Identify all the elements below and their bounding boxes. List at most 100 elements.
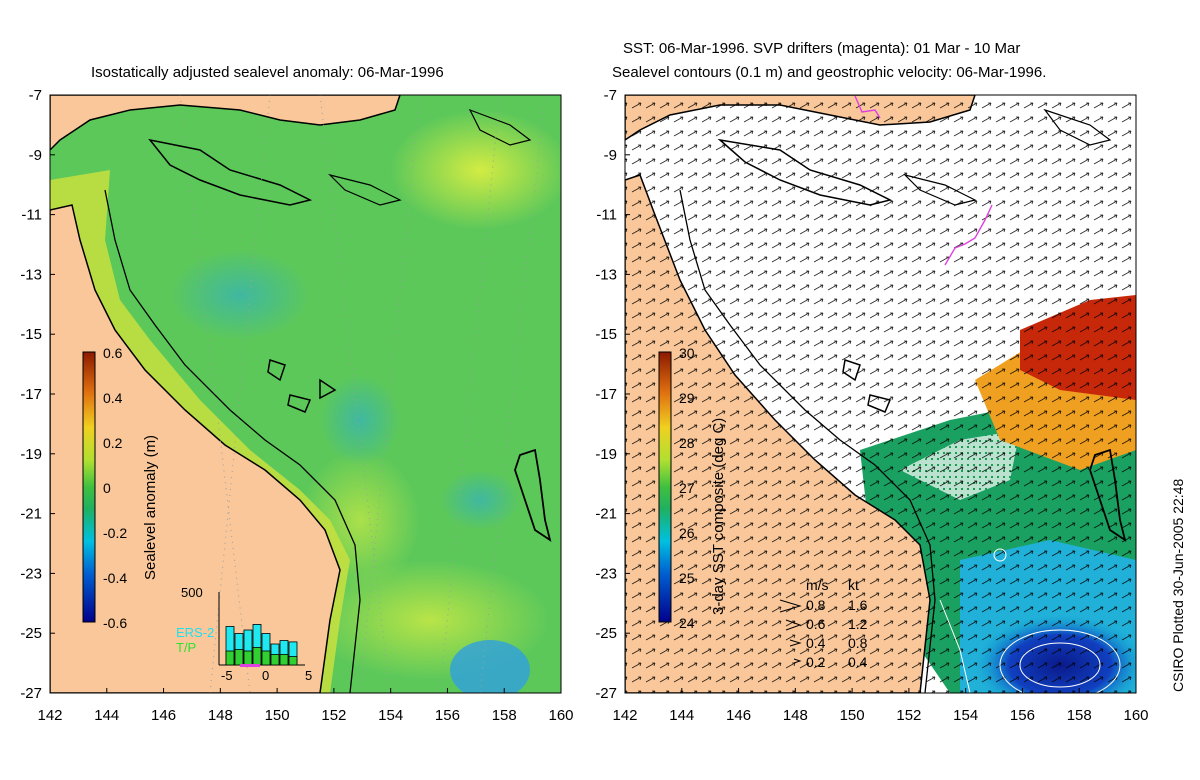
satellite-tracks [179, 95, 546, 693]
velocity-legend-arrow-icon [779, 599, 802, 613]
inset-bar-tp [288, 656, 298, 666]
solomon-islands [468, 108, 532, 146]
geostrophic-velocity-arrows [625, 95, 1136, 693]
sst-velocity-map [625, 95, 1136, 693]
right-panel-title-line2: Sealevel contours (0.1 m) and geostrophi… [612, 64, 1047, 81]
sealevel-anomaly-map [50, 95, 561, 693]
velocity-legend-arrow-icon [793, 658, 802, 664]
longitude-tick-label: 146 [726, 707, 751, 724]
longitude-tick-label: 154 [378, 707, 403, 724]
latitude-tick-label: -13 [20, 266, 42, 283]
latitude-tick-label: -15 [20, 326, 42, 343]
shelf-contour [104, 189, 361, 693]
papuan-peninsula [148, 138, 313, 206]
latitude-tick-label: -15 [595, 326, 617, 343]
longitude-tick-label: 150 [840, 707, 865, 724]
latitude-tick-label: -11 [21, 207, 42, 224]
colorbar-tick: 30 [679, 345, 695, 361]
sealevel-colorbar-label: Sealevel anomaly (m) [142, 435, 159, 580]
longitude-tick-label: 156 [1010, 707, 1035, 724]
longitude-tick-label: 156 [435, 707, 460, 724]
sst-colorbar-ticks: 30 29 28 27 26 25 24 [679, 345, 695, 631]
colorbar-tick: 26 [679, 525, 695, 541]
inset-xtick: 0 [262, 668, 269, 683]
latitude-tick-label: -9 [29, 147, 42, 164]
latitude-tick-label: -9 [604, 147, 617, 164]
latitude-tick-label: -17 [595, 386, 617, 403]
velocity-legend-ms: 0.6 [806, 616, 826, 632]
colorbar-tick: 27 [679, 480, 695, 496]
latitude-tick-label: -11 [596, 207, 617, 224]
left-panel-title: Isostatically adjusted sealevel anomaly:… [91, 64, 444, 81]
latitude-tick-label: -19 [20, 446, 42, 463]
velocity-legend-header-kt: kt [848, 577, 859, 593]
velocity-legend-arrow-icon [789, 639, 802, 647]
longitude-tick-label: 142 [37, 707, 62, 724]
coral-sea-reefs [267, 359, 337, 413]
colorbar-tick: 28 [679, 435, 695, 451]
colorbar-tick: 29 [679, 390, 695, 406]
sst-colorbar [658, 351, 672, 623]
inset-bar-tp [234, 649, 244, 666]
inset-range-marker [240, 664, 260, 667]
latitude-tick-label: -23 [595, 565, 617, 582]
left-map-axes: -7 -9 -11 -13 -15 -17 -19 -21 -23 -25 -27 142 144 146… [20, 87, 573, 724]
colorbar-tick: 0 [103, 480, 111, 496]
inset-bar-tp [279, 654, 289, 666]
inset-ymax-label: 500 [181, 585, 203, 600]
velocity-legend-arrow-icon [785, 619, 802, 631]
colorbar-tick: 25 [679, 570, 695, 586]
velocity-legend-ms: 0.2 [806, 654, 826, 670]
inset-xtick: -5 [221, 668, 233, 683]
inset-bars [225, 624, 298, 666]
latitude-tick-label: -21 [20, 506, 42, 523]
legend-tp: T/P [176, 640, 196, 655]
inset-bar-tp [261, 650, 271, 666]
velocity-legend-kt: 0.8 [848, 635, 868, 651]
latitude-tick-label: -27 [20, 685, 42, 702]
latitude-tick-label: -19 [595, 446, 617, 463]
longitude-tick-label: 160 [548, 707, 573, 724]
longitude-tick-label: 144 [94, 707, 119, 724]
sealevel-colorbar-ticks: 0.6 0.4 0.2 0 -0.2 -0.4 -0.6 [103, 345, 127, 631]
longitude-tick-label: 144 [669, 707, 694, 724]
longitude-tick-label: 154 [953, 707, 978, 724]
colorbar-tick: -0.6 [103, 615, 127, 631]
inset-bar-tp [270, 654, 280, 666]
latitude-tick-label: -7 [604, 87, 617, 104]
longitude-tick-label: 148 [783, 707, 808, 724]
longitude-tick-label: 158 [1067, 707, 1092, 724]
longitude-tick-label: 142 [612, 707, 637, 724]
colorbar-tick: 24 [679, 615, 695, 631]
longitude-tick-label: 158 [492, 707, 517, 724]
right-map-axes: -7 -9 -11 -13 -15 -17 -19 -21 -23 -25 -27 142 144 146… [595, 87, 1148, 724]
latitude-tick-label: -21 [595, 506, 617, 523]
velocity-legend: m/s kt 0.8 1.6 0.6 1.2 0.4 0.8 0.2 0.4 [779, 577, 868, 670]
longitude-tick-label: 152 [321, 707, 346, 724]
colorbar-tick: 0.2 [103, 435, 123, 451]
velocity-legend-ms: 0.8 [806, 597, 826, 613]
inset-bar-tp [225, 650, 235, 666]
velocity-legend-header-ms: m/s [806, 577, 829, 593]
longitude-tick-label: 148 [208, 707, 233, 724]
new-guinea-landmass [50, 95, 401, 152]
right-panel-title-line1: SST: 06-Mar-1996. SVP drifters (magenta)… [623, 40, 1021, 57]
plot-credit: CSIRO Plotted 30-Jun-2005 22:48 [1170, 478, 1186, 692]
sealevel-colorbar [82, 351, 96, 623]
inset-xtick: 5 [305, 668, 312, 683]
longitude-tick-label: 146 [151, 707, 176, 724]
latitude-tick-label: -25 [595, 625, 617, 642]
data-histogram-inset: 500 ERS-2 T/P -5 0 5 [176, 585, 312, 683]
colorbar-tick: -0.2 [103, 525, 127, 541]
velocity-legend-kt: 1.2 [848, 616, 868, 632]
velocity-legend-ms: 0.4 [806, 635, 826, 651]
australia-landmass [50, 204, 341, 693]
latitude-tick-label: -25 [20, 625, 42, 642]
colorbar-tick: 0.4 [103, 390, 123, 406]
svp-drifter-tracks [854, 95, 993, 266]
longitude-tick-label: 160 [1123, 707, 1148, 724]
velocity-legend-kt: 0.4 [848, 654, 868, 670]
latitude-tick-label: -23 [20, 565, 42, 582]
colorbar-tick: 0.6 [103, 345, 123, 361]
